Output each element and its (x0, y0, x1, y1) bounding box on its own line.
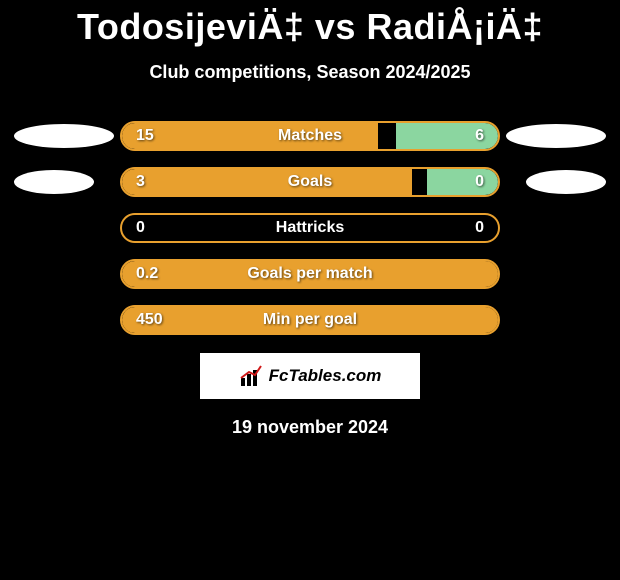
bar-left-fill (122, 169, 412, 195)
stat-name: Matches (278, 127, 342, 145)
left-value: 0 (136, 219, 145, 237)
left-value: 450 (136, 311, 163, 329)
stat-name: Goals (288, 173, 332, 191)
bar-right-fill (427, 169, 498, 195)
stat-bar: 3 0 Goals (120, 167, 500, 197)
right-ellipse-slot (500, 213, 610, 243)
right-value: 0 (475, 219, 484, 237)
right-value: 0 (475, 173, 484, 191)
right-ellipse-slot (500, 305, 610, 335)
stat-row: 450 Min per goal (10, 305, 610, 335)
bar-chart-icon (239, 364, 263, 388)
subtitle: Club competitions, Season 2024/2025 (0, 62, 620, 83)
left-ellipse-slot (10, 259, 120, 289)
right-value: 6 (475, 127, 484, 145)
date-text: 19 november 2024 (0, 417, 620, 438)
stat-bar: 0 0 Hattricks (120, 213, 500, 243)
brand-logo: FcTables.com (200, 353, 420, 399)
left-value: 0.2 (136, 265, 158, 283)
left-ellipse-slot (10, 121, 120, 151)
left-value: 15 (136, 127, 154, 145)
stat-row: 3 0 Goals (10, 167, 610, 197)
brand-logo-text: FcTables.com (269, 366, 382, 386)
stat-name: Goals per match (247, 265, 372, 283)
stat-bar: 0.2 Goals per match (120, 259, 500, 289)
ellipse-icon (14, 124, 114, 148)
left-ellipse-slot (10, 213, 120, 243)
ellipse-icon (506, 124, 606, 148)
stat-bar: 15 6 Matches (120, 121, 500, 151)
stat-row: 0 0 Hattricks (10, 213, 610, 243)
stat-name: Min per goal (263, 311, 357, 329)
left-value: 3 (136, 173, 145, 191)
right-ellipse-slot (500, 259, 610, 289)
left-ellipse-slot (10, 167, 120, 197)
page-title: TodosijeviÄ‡ vs RadiÅ¡iÄ‡ (0, 6, 620, 48)
left-ellipse-slot (10, 305, 120, 335)
stat-bar: 450 Min per goal (120, 305, 500, 335)
brand-logo-inner: FcTables.com (239, 364, 382, 388)
stats-chart: 15 6 Matches 3 0 Goals 0 0 Hattricks 0.2 Goals per… (0, 121, 620, 335)
container: TodosijeviÄ‡ vs RadiÅ¡iÄ‡ Club competiti… (0, 6, 620, 580)
stat-name: Hattricks (276, 219, 344, 237)
stat-row: 0.2 Goals per match (10, 259, 610, 289)
right-ellipse-slot (500, 121, 610, 151)
stat-row: 15 6 Matches (10, 121, 610, 151)
ellipse-icon (526, 170, 606, 194)
ellipse-icon (14, 170, 94, 194)
right-ellipse-slot (500, 167, 610, 197)
